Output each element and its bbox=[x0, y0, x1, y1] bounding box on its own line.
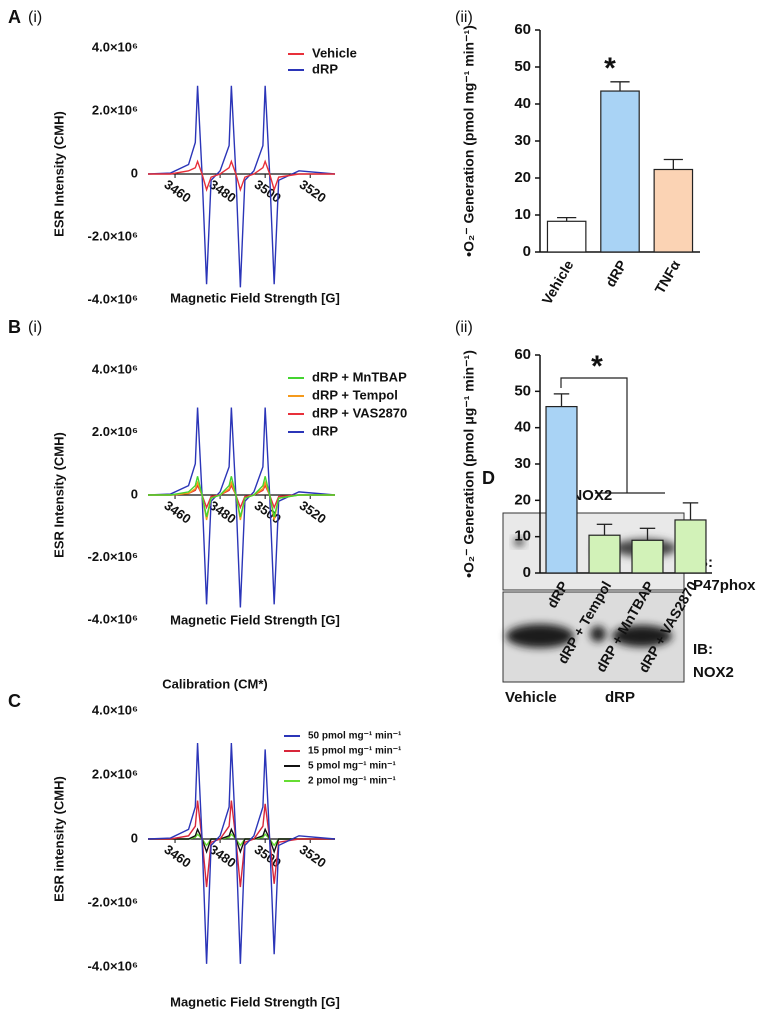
significance-star: * bbox=[591, 350, 603, 383]
spectrum-line bbox=[148, 833, 335, 847]
x-tick-label: 3460 bbox=[161, 177, 193, 206]
legend-label: dRP bbox=[312, 61, 338, 76]
y-tick-label: -4.0×10⁶ bbox=[88, 958, 138, 973]
y-tick-label: 0 bbox=[131, 486, 138, 501]
y-tick-label: -2.0×10⁶ bbox=[88, 228, 138, 243]
x-tick-label: dRP bbox=[602, 257, 630, 289]
bar bbox=[600, 90, 640, 253]
y-tick-label: -4.0×10⁶ bbox=[88, 611, 138, 626]
y-tick-label: 10 bbox=[514, 528, 531, 545]
y-axis-label: •O₂⁻ Generation (pmol mg⁻¹ min⁻¹) bbox=[461, 25, 477, 257]
panel-sublabel: (ii) bbox=[455, 319, 473, 336]
y-axis-label: ESR Intensity (CMH) bbox=[51, 432, 66, 558]
panel-label: B bbox=[8, 317, 21, 337]
y-tick-label: 20 bbox=[514, 169, 531, 186]
legend-label: Vehicle bbox=[312, 45, 357, 60]
x-tick-label: 3520 bbox=[297, 842, 329, 871]
spectrum-line bbox=[148, 800, 335, 888]
legend-label: dRP + MnTBAP bbox=[312, 369, 407, 384]
x-tick-label: 3520 bbox=[297, 177, 329, 206]
bar bbox=[674, 519, 707, 574]
legend-label: 5 pmol mg⁻¹ min⁻¹ bbox=[308, 761, 396, 772]
legend-label: 50 pmol mg⁻¹ min⁻¹ bbox=[308, 731, 402, 742]
spectrum-line bbox=[148, 827, 335, 854]
y-tick-label: 40 bbox=[514, 95, 531, 112]
legend-label: dRP + VAS2870 bbox=[312, 405, 407, 420]
y-tick-label: 10 bbox=[514, 206, 531, 223]
x-axis-label: Magnetic Field Strength [G] bbox=[170, 290, 340, 305]
y-tick-label: -2.0×10⁶ bbox=[88, 894, 138, 909]
legend-label: dRP bbox=[312, 423, 338, 438]
y-tick-label: 60 bbox=[514, 346, 531, 363]
y-tick-label: 0 bbox=[131, 165, 138, 180]
y-tick-label: 30 bbox=[514, 132, 531, 149]
spectrum-line bbox=[148, 159, 335, 193]
panel-label: A bbox=[8, 7, 21, 27]
x-tick-label: 3460 bbox=[161, 498, 193, 527]
y-tick-label: 4.0×10⁶ bbox=[92, 702, 138, 717]
blot-band bbox=[506, 624, 574, 648]
legend-label: dRP + Tempol bbox=[312, 387, 398, 402]
panel-label: C bbox=[8, 691, 21, 711]
spectrum-line bbox=[147, 742, 336, 964]
y-tick-label: 4.0×10⁶ bbox=[92, 361, 138, 376]
western-blot: IP: NOX2 IB: P47phox IB: NOX2 Vehicle dR… bbox=[502, 487, 756, 706]
y-tick-label: 60 bbox=[514, 21, 531, 38]
x-tick-label: Vehicle bbox=[538, 257, 576, 307]
blot-row-label: NOX2 bbox=[693, 664, 734, 681]
spectrum-line bbox=[147, 407, 336, 608]
x-tick-label: 3520 bbox=[297, 498, 329, 527]
x-tick-label: TNFα bbox=[651, 257, 683, 296]
x-axis-label: Magnetic Field Strength [G] bbox=[170, 994, 340, 1009]
bar bbox=[546, 220, 587, 253]
y-tick-label: 2.0×10⁶ bbox=[92, 102, 138, 117]
blot-band bbox=[514, 538, 524, 546]
legend-label: 2 pmol mg⁻¹ min⁻¹ bbox=[308, 776, 396, 787]
y-tick-label: 50 bbox=[514, 382, 531, 399]
panel-label: D bbox=[482, 468, 495, 488]
panel-sublabel: (ii) bbox=[455, 9, 473, 26]
legend-label: 15 pmol mg⁻¹ min⁻¹ bbox=[308, 746, 402, 757]
panel-sublabel: (i) bbox=[28, 9, 42, 26]
blot-band bbox=[590, 626, 606, 642]
y-tick-label: 0 bbox=[523, 243, 531, 260]
significance-star: * bbox=[604, 52, 616, 85]
chart-title: Calibration (CM*) bbox=[162, 676, 267, 691]
blot-band bbox=[612, 625, 672, 647]
y-tick-label: 4.0×10⁶ bbox=[92, 39, 138, 54]
y-tick-label: 50 bbox=[514, 58, 531, 75]
y-tick-label: 30 bbox=[514, 455, 531, 472]
bar bbox=[653, 168, 694, 253]
y-tick-label: -4.0×10⁶ bbox=[88, 291, 138, 306]
spectrum-line bbox=[147, 85, 336, 288]
lane-label: Vehicle bbox=[505, 689, 557, 706]
bar bbox=[588, 534, 621, 574]
y-axis-label: ESR Intensity (CMH) bbox=[51, 111, 66, 237]
blot-row-label: IB: bbox=[693, 641, 713, 658]
blot-row-label: P47phox bbox=[693, 577, 756, 594]
y-tick-label: 0 bbox=[523, 564, 531, 581]
y-tick-label: -2.0×10⁶ bbox=[88, 549, 138, 564]
significance-bracket bbox=[560, 377, 628, 493]
y-tick-label: 20 bbox=[514, 491, 531, 508]
y-tick-label: 0 bbox=[131, 830, 138, 845]
y-axis-label: ESR intensity (CMH) bbox=[51, 776, 66, 902]
y-axis-label: •O₂⁻ Generation (pmol μg⁻¹ min⁻¹) bbox=[461, 350, 477, 578]
bar bbox=[631, 539, 664, 574]
spectrum-line bbox=[148, 476, 335, 518]
y-tick-label: 40 bbox=[514, 419, 531, 436]
panel-sublabel: (i) bbox=[28, 319, 42, 336]
bar bbox=[545, 405, 578, 574]
lane-label: dRP bbox=[605, 689, 635, 706]
y-tick-label: 2.0×10⁶ bbox=[92, 766, 138, 781]
y-tick-label: 2.0×10⁶ bbox=[92, 424, 138, 439]
x-tick-label: 3460 bbox=[161, 842, 193, 871]
x-axis-label: Magnetic Field Strength [G] bbox=[170, 612, 340, 627]
